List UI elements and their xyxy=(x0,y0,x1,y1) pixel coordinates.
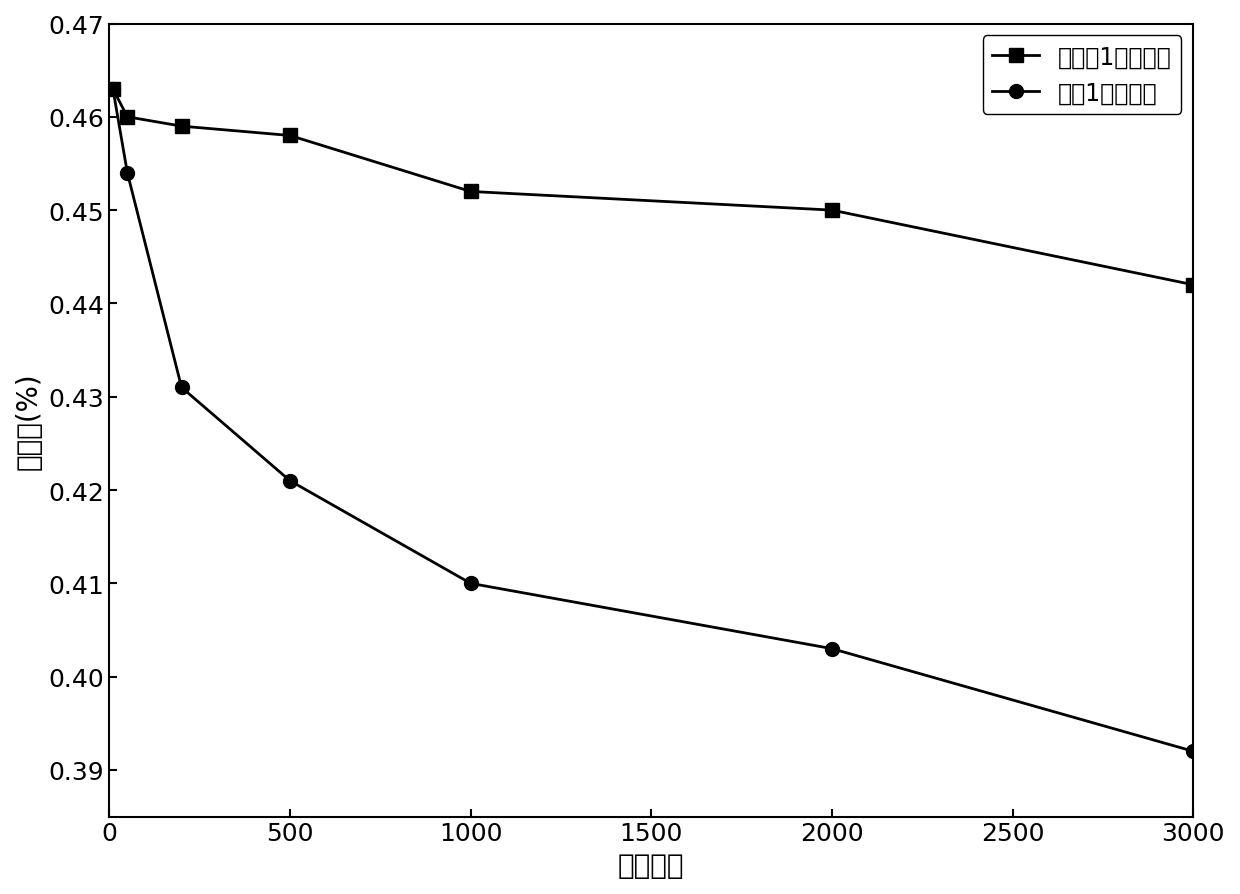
Legend: 实施例1所述藁膜, 对比1所述藁膜: 实施例1所述藁膜, 对比1所述藁膜 xyxy=(982,37,1182,114)
Y-axis label: 反射率(%): 反射率(%) xyxy=(15,372,43,469)
X-axis label: 循环次数: 循环次数 xyxy=(618,851,684,879)
